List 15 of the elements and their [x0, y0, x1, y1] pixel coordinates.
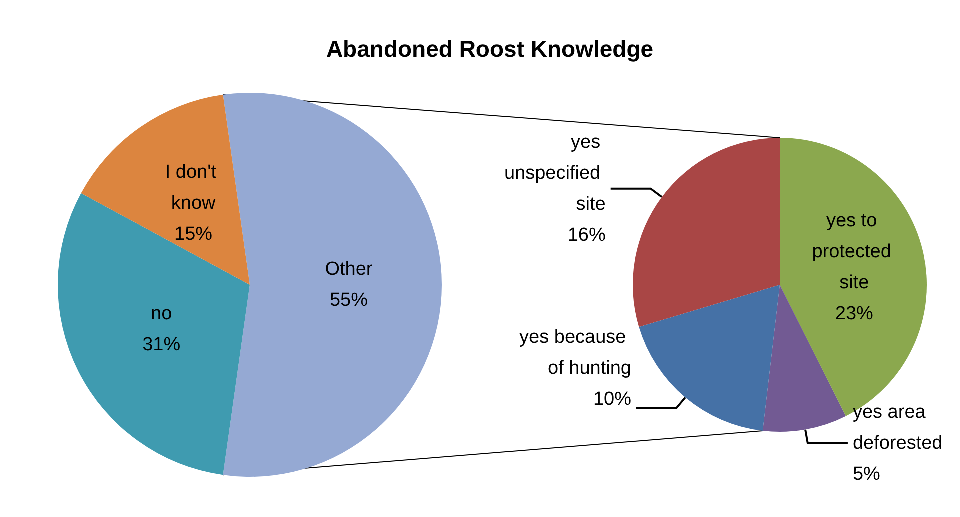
slice-label: yes because of hunting [520, 326, 632, 379]
slice-label: yes unspecified site [504, 132, 606, 215]
data-label: 5% [852, 464, 881, 486]
slice-label: yes to protected site [812, 210, 897, 294]
data-label: 16% [568, 224, 606, 246]
slice-label: no [151, 304, 172, 325]
data-label: 10% [593, 388, 632, 410]
slice-label: yes area deforested [852, 402, 943, 454]
text: Abandoned Roost Knowledge [325, 36, 655, 63]
data-label: 55% [330, 290, 368, 311]
slice-label: I don't know [165, 162, 222, 214]
slice-label: Other [325, 259, 374, 280]
data-label: 15% [174, 224, 213, 246]
data-label: 31% [142, 334, 181, 356]
data-label: 23% [835, 303, 874, 324]
